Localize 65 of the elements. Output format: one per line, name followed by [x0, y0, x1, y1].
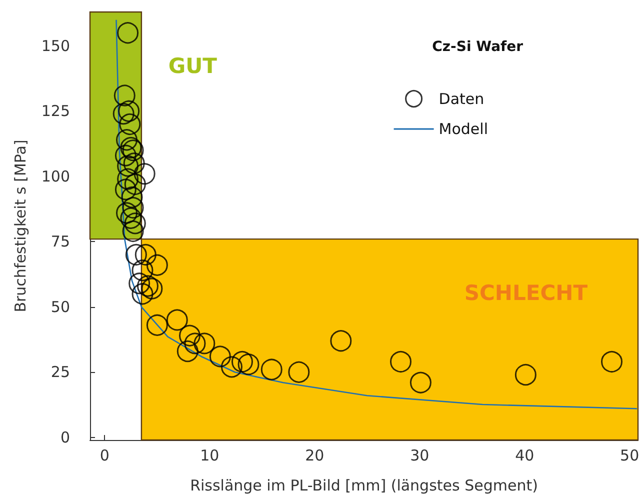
x-tick-label: 0: [100, 446, 110, 464]
line-series: [116, 19, 638, 410]
y-tick-label: 75: [50, 232, 70, 251]
point: [260, 358, 282, 380]
band-label: GUT: [168, 54, 218, 78]
point: [121, 186, 143, 208]
point: [134, 163, 156, 185]
point: [112, 103, 134, 125]
point: [122, 196, 144, 218]
point: [166, 309, 188, 331]
point: [288, 361, 310, 383]
point: [601, 350, 623, 372]
legend-label: Modell: [438, 120, 488, 138]
point: [117, 22, 139, 44]
point: [122, 220, 144, 242]
y-axis-title: Bruchfestigkeit s [MPa]: [12, 140, 30, 312]
point: [176, 340, 198, 362]
point: [124, 174, 146, 195]
point: [146, 314, 168, 336]
point: [390, 350, 412, 372]
point: [184, 332, 206, 354]
point: [146, 254, 168, 276]
point: [117, 168, 139, 190]
point: [220, 356, 242, 378]
point: [114, 144, 136, 166]
point: [514, 364, 536, 386]
x-tick-label: 50: [620, 446, 640, 464]
point: [132, 260, 154, 282]
y-tick-label: 0: [60, 428, 70, 446]
point: [117, 155, 139, 177]
point: [231, 350, 253, 372]
x-axis-title: Risslänge im PL-Bild [mm] (längstes Segment): [190, 476, 538, 494]
point: [123, 152, 145, 174]
point: [116, 202, 138, 224]
point: [194, 332, 216, 354]
y-tick-label: 50: [50, 298, 70, 316]
point: [114, 84, 136, 106]
x-tick-label: 20: [305, 446, 324, 464]
point: [119, 113, 141, 135]
point: [128, 272, 150, 294]
point: [141, 278, 163, 300]
point: [179, 324, 200, 346]
point: [137, 275, 158, 297]
x-tick-label: 10: [200, 446, 220, 464]
point: [124, 212, 146, 234]
point: [116, 129, 138, 151]
y-tick-label: 25: [50, 363, 70, 382]
point: [238, 354, 260, 376]
point: [125, 244, 147, 266]
y-tick-label: 125: [41, 102, 70, 120]
point: [330, 330, 352, 352]
point: [118, 100, 140, 122]
point: [132, 283, 154, 305]
y-tick-label: 100: [41, 167, 70, 186]
point: [134, 244, 156, 266]
x-tick-label: 30: [410, 446, 430, 464]
y-tick-label: 150: [41, 36, 70, 55]
point: [209, 346, 231, 368]
legend-title: Cz-Si Wafer: [432, 39, 524, 55]
point: [120, 207, 142, 229]
point: [114, 178, 136, 200]
point: [410, 372, 432, 394]
band-label: SCHLECHT: [464, 281, 588, 306]
legend-label: Daten: [438, 90, 484, 108]
x-tick-label: 40: [515, 446, 534, 464]
